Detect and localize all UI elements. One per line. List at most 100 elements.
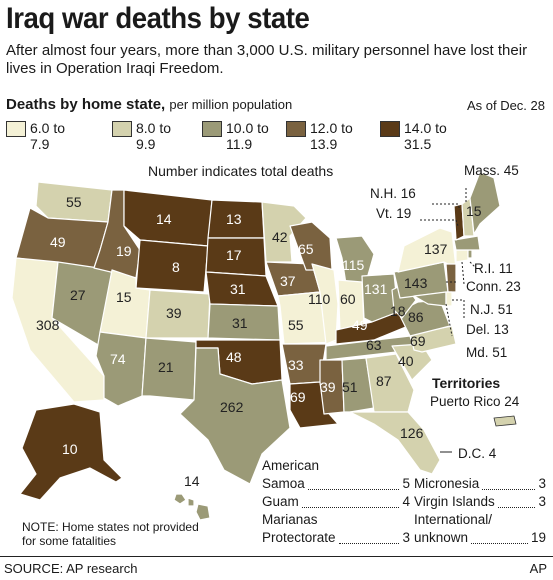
- value-in: 60: [340, 291, 356, 307]
- state-az: [95, 331, 147, 407]
- state-sc: [391, 343, 433, 381]
- value-sc: 40: [398, 353, 414, 369]
- legend-from: 12.0 to: [310, 120, 353, 136]
- state-va: [397, 299, 451, 337]
- territory-name: Protectorate: [262, 530, 336, 545]
- legend-to: 7.9: [30, 136, 50, 152]
- territory-name: unknown: [414, 530, 469, 545]
- state-fl: [349, 411, 441, 475]
- value-nv: 27: [70, 287, 86, 303]
- source-credit: SOURCE: AP research: [4, 561, 138, 576]
- legend-from: 6.0 to: [30, 120, 66, 136]
- value-ne: 31: [230, 281, 246, 297]
- territory-value: 3: [538, 476, 546, 491]
- subtitle: After almost four years, more than 3,000…: [6, 42, 528, 77]
- value-hi: 14: [184, 473, 200, 489]
- state-ms: [319, 359, 345, 415]
- territories-title: Territories: [432, 375, 501, 391]
- legend-item-bin-2: 8.0 to 9.9: [112, 120, 171, 152]
- territory-name: American: [262, 458, 320, 473]
- value-me: 15: [466, 203, 482, 219]
- territory-puerto-rico-label: Puerto Rico 24: [430, 394, 520, 409]
- territory-name: International/: [414, 512, 493, 527]
- state-nm: [141, 337, 197, 401]
- value-or: 49: [50, 234, 66, 250]
- value-wa: 55: [66, 194, 82, 210]
- legend-to: 11.9: [226, 136, 253, 152]
- value-ut: 15: [116, 289, 132, 305]
- callout-nh: N.H. 16: [370, 186, 416, 201]
- territory-row: International/: [414, 512, 546, 530]
- state-wi: [289, 221, 333, 271]
- as-of-date: As of Dec. 28: [466, 98, 545, 113]
- value-mi: 115: [342, 257, 365, 273]
- value-ny: 137: [424, 241, 448, 257]
- territory-dc-label: D.C. 4: [458, 446, 497, 461]
- legend-title-main: Deaths by home state,: [6, 96, 166, 113]
- territory-value: 5: [402, 476, 410, 491]
- territory-name: Micronesia: [414, 476, 480, 491]
- callout-mass: Mass. 45: [464, 163, 519, 178]
- page-title: Iraq war deaths by state: [6, 2, 310, 35]
- territory-row: Samoa 5: [262, 476, 410, 494]
- legend-item-bin-1: 6.0 to 7.9: [6, 120, 65, 152]
- state-hi-2: [187, 497, 195, 507]
- value-ky: 49: [352, 317, 368, 333]
- value-il: 110: [308, 291, 331, 307]
- value-mt: 14: [156, 211, 172, 227]
- value-ia: 37: [280, 273, 296, 289]
- state-ma: [453, 235, 481, 251]
- value-oh: 131: [364, 281, 388, 297]
- legend-item-bin-3: 10.0 to 11.9: [202, 120, 269, 152]
- value-nd: 13: [226, 211, 242, 227]
- state-wy: [135, 239, 209, 293]
- value-ok: 48: [226, 349, 242, 365]
- territory-row: Marianas: [262, 512, 410, 530]
- value-al: 51: [342, 379, 358, 395]
- value-fl: 126: [400, 425, 424, 441]
- territory-list-right: Micronesia 3 Virgin Islands 3 Internationa…: [414, 476, 546, 548]
- value-wv: 18: [390, 303, 406, 319]
- territory-name: Guam: [262, 494, 299, 509]
- state-ga: [365, 353, 415, 413]
- value-va: 86: [408, 309, 424, 325]
- territory-value: 3: [402, 530, 410, 545]
- value-ga: 87: [376, 373, 392, 389]
- territory-row: unknown 19: [414, 530, 546, 548]
- territory-row: American: [262, 458, 410, 476]
- value-id: 19: [116, 243, 132, 259]
- callout-del: Del. 13: [466, 322, 509, 337]
- state-nj: [445, 263, 457, 293]
- legend-from: 10.0 to: [226, 120, 269, 136]
- legend-from: 14.0 to: [404, 120, 447, 136]
- territory-name: Virgin Islands: [414, 494, 495, 509]
- legend-swatch: [6, 121, 26, 137]
- state-ri: [467, 249, 473, 259]
- territory-name: Samoa: [262, 476, 305, 491]
- value-ar: 33: [288, 357, 304, 373]
- legend-to: 31.5: [404, 136, 432, 152]
- state-ct: [455, 249, 469, 263]
- value-tn: 63: [366, 337, 382, 353]
- state-tx: [179, 347, 291, 485]
- value-ak: 10: [62, 441, 78, 457]
- map-note: Number indicates total deaths: [148, 163, 334, 179]
- callout-ri: R.I. 11: [474, 261, 513, 276]
- territory-value: 4: [402, 494, 410, 509]
- state-me: [469, 171, 501, 235]
- value-tx: 262: [220, 399, 244, 415]
- value-ks: 31: [232, 315, 248, 331]
- value-pa: 143: [404, 275, 428, 291]
- territory-value: 3: [538, 494, 546, 509]
- callout-nj: N.J. 51: [470, 302, 513, 317]
- state-hi: [173, 493, 187, 505]
- value-nc: 69: [410, 333, 426, 349]
- legend-item-bin-5: 14.0 to 31.5: [380, 120, 447, 152]
- territory-value: 19: [530, 530, 546, 545]
- value-co: 39: [166, 305, 182, 321]
- legend-swatch: [286, 121, 306, 137]
- callout-conn: Conn. 23: [466, 279, 521, 294]
- callout-vt: Vt. 19: [376, 206, 412, 221]
- state-values: 55 49 308 27 19 14 8 15 74 39 21 13 17 3…: [36, 194, 482, 489]
